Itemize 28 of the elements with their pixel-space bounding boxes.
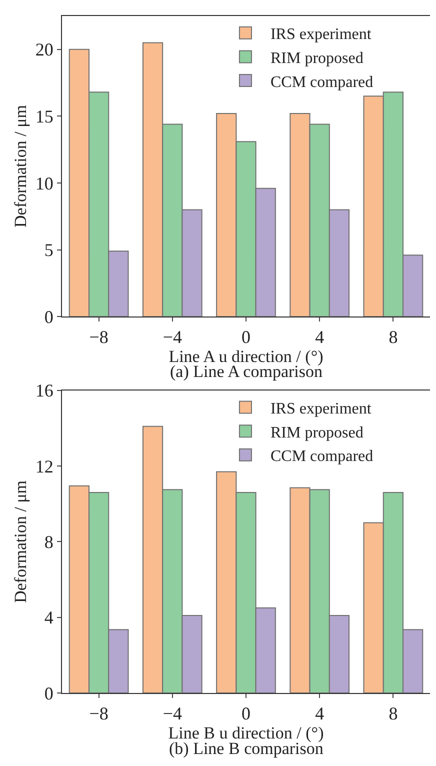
y-tick-label: 4 xyxy=(44,608,54,628)
legend-label: RIM proposed xyxy=(270,50,364,67)
x-tick-label: 8 xyxy=(388,704,398,724)
x-tick-label: −8 xyxy=(89,327,108,348)
x-tick-label: −8 xyxy=(89,704,108,724)
y-tick-label: 12 xyxy=(35,456,54,476)
legend-label: RIM proposed xyxy=(270,424,364,442)
x-tick-label: 4 xyxy=(315,704,324,724)
y-tick-label: 20 xyxy=(35,40,54,60)
y-tick-label: 15 xyxy=(35,106,54,126)
y-axis-title: Deformation / μm xyxy=(10,480,30,603)
y-tick-label: 16 xyxy=(35,380,54,401)
y-tick-label: 10 xyxy=(35,173,54,194)
y-tick-label: 5 xyxy=(44,240,54,260)
x-tick-label: 0 xyxy=(242,327,250,348)
x-tick-label: −4 xyxy=(162,704,182,724)
legend-label: CCM compared xyxy=(270,74,374,91)
y-tick-label: 8 xyxy=(44,532,54,552)
y-tick-label: 0 xyxy=(44,306,54,327)
x-tick-label: 8 xyxy=(388,327,398,348)
x-tick-label: 4 xyxy=(315,327,324,348)
y-axis-title: Deformation / μm xyxy=(10,105,30,228)
x-tick-label: 0 xyxy=(242,704,250,724)
legend-label: IRS experiment xyxy=(270,26,372,44)
y-tick-label: 0 xyxy=(44,683,54,704)
legend-label: IRS experiment xyxy=(270,400,372,418)
x-tick-label: −4 xyxy=(162,327,182,348)
legend-label: CCM compared xyxy=(270,448,374,466)
